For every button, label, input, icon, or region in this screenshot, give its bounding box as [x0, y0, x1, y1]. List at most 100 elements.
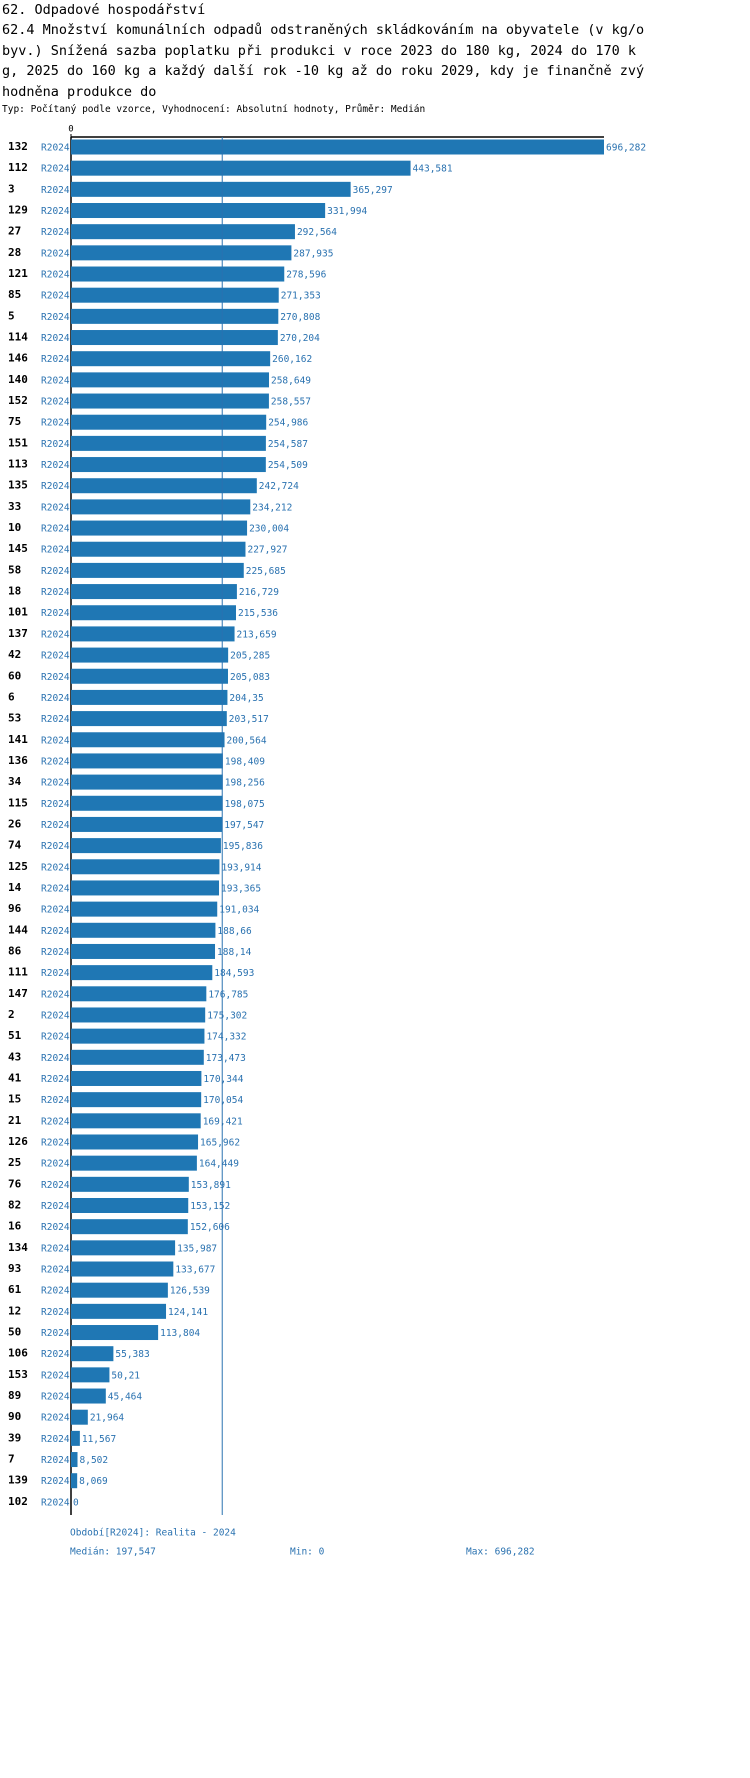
- series-label: R2024: [41, 799, 70, 810]
- series-label: R2024: [41, 164, 70, 175]
- bar: [71, 774, 223, 790]
- series-label: R2024: [41, 1370, 70, 1381]
- category-label: 50: [8, 1326, 21, 1339]
- value-label: 205,285: [230, 651, 270, 662]
- bar: [71, 351, 271, 367]
- bar: [71, 859, 220, 875]
- footer-max: Max: 696,282: [466, 1547, 535, 1558]
- category-label: 34: [8, 775, 22, 788]
- value-label: 135,987: [177, 1243, 217, 1254]
- value-label: 193,365: [221, 883, 261, 894]
- series-label: R2024: [41, 502, 70, 513]
- category-label: 5: [8, 309, 15, 322]
- series-label: R2024: [41, 185, 70, 196]
- category-label: 112: [8, 161, 28, 174]
- bar: [71, 435, 266, 451]
- series-label: R2024: [41, 1497, 70, 1508]
- bar: [71, 181, 351, 197]
- series-label: R2024: [41, 714, 70, 725]
- bar: [71, 562, 244, 578]
- chart-description: Typ: Počítaný podle vzorce, Vyhodnocení:…: [2, 104, 426, 115]
- bar: [71, 160, 411, 176]
- value-label: 152,606: [190, 1222, 230, 1233]
- bar: [71, 1240, 176, 1256]
- category-label: 76: [8, 1177, 22, 1190]
- category-label: 7: [8, 1453, 15, 1466]
- category-label: 86: [8, 944, 22, 957]
- category-label: 140: [8, 373, 28, 386]
- series-label: R2024: [41, 545, 70, 556]
- series-label: R2024: [41, 905, 70, 916]
- value-label: 270,808: [280, 312, 320, 323]
- category-label: 18: [8, 585, 21, 598]
- value-label: 254,587: [268, 439, 308, 450]
- bar: [71, 266, 285, 282]
- bar: [71, 330, 278, 346]
- category-label: 102: [8, 1495, 28, 1508]
- category-label: 139: [8, 1474, 28, 1487]
- x-tick-label: 0: [68, 125, 73, 135]
- series-label: R2024: [41, 333, 70, 344]
- bar: [71, 1049, 204, 1065]
- value-label: 696,282: [606, 143, 646, 154]
- value-label: 170,344: [203, 1074, 243, 1085]
- bar: [71, 901, 218, 917]
- category-label: 61: [8, 1283, 22, 1296]
- series-label: R2024: [41, 1137, 70, 1148]
- value-label: 126,539: [170, 1286, 210, 1297]
- value-label: 254,986: [268, 418, 308, 429]
- category-label: 137: [8, 627, 28, 640]
- series-label: R2024: [41, 672, 70, 683]
- category-label: 42: [8, 648, 21, 661]
- bar: [71, 647, 229, 663]
- value-label: 287,935: [293, 248, 333, 259]
- value-label: 198,256: [225, 778, 265, 789]
- value-label: 227,927: [247, 545, 287, 556]
- category-label: 58: [8, 563, 21, 576]
- bar: [71, 1134, 199, 1150]
- bar: [71, 880, 220, 896]
- value-label: 164,449: [199, 1159, 239, 1170]
- category-label: 125: [8, 860, 28, 873]
- series-label: R2024: [41, 1095, 70, 1106]
- bar: [71, 1070, 202, 1086]
- bar: [71, 986, 207, 1002]
- value-label: 260,162: [272, 354, 312, 365]
- bar: [71, 1346, 114, 1362]
- value-label: 170,054: [203, 1095, 243, 1106]
- value-label: 205,083: [230, 672, 270, 683]
- value-label: 204,35: [229, 693, 263, 704]
- bar: [71, 372, 269, 388]
- value-label: 443,581: [413, 164, 453, 175]
- value-label: 8,069: [79, 1476, 108, 1487]
- bar: [71, 1452, 78, 1468]
- category-label: 15: [8, 1093, 21, 1106]
- category-label: 41: [8, 1071, 22, 1084]
- category-label: 113: [8, 458, 28, 471]
- value-label: 133,677: [175, 1265, 215, 1276]
- value-label: 292,564: [297, 227, 337, 238]
- bar: [71, 541, 246, 557]
- value-label: 188,14: [217, 947, 252, 958]
- series-label: R2024: [41, 1265, 70, 1276]
- category-label: 82: [8, 1199, 21, 1212]
- category-label: 153: [8, 1368, 28, 1381]
- bar: [71, 1092, 202, 1108]
- category-label: 132: [8, 140, 28, 153]
- series-label: R2024: [41, 1413, 70, 1424]
- series-label: R2024: [41, 397, 70, 408]
- value-label: 234,212: [252, 502, 292, 513]
- bar: [71, 1473, 78, 1489]
- value-label: 175,302: [207, 1010, 247, 1021]
- category-label: 136: [8, 754, 28, 767]
- category-label: 6: [8, 690, 15, 703]
- value-label: 198,075: [225, 799, 265, 810]
- header: 62. Odpadové hospodářství 62.4 Množství …: [0, 0, 646, 118]
- value-label: 213,659: [237, 629, 277, 640]
- category-label: 121: [8, 267, 28, 280]
- bar: [71, 1219, 188, 1235]
- value-label: 270,204: [280, 333, 320, 344]
- series-label: R2024: [41, 693, 70, 704]
- value-label: 200,564: [227, 735, 267, 746]
- series-label: R2024: [41, 862, 70, 873]
